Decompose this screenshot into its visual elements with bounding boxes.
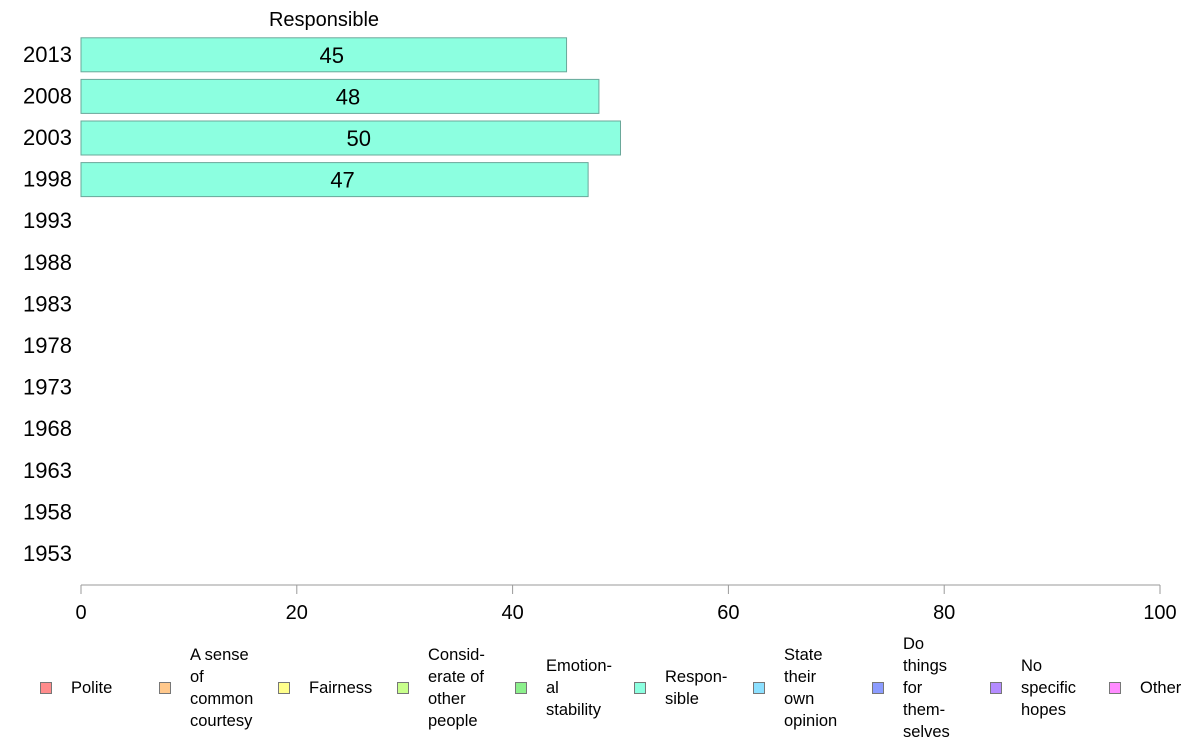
legend-item: Other [1109, 677, 1181, 699]
bar [80, 78, 600, 114]
bar-chart: Responsible 45 48 50 47 2013 2008 2003 1998 199… [23, 9, 1177, 624]
y-tick-label: 1978 [23, 333, 72, 358]
y-tick-label: 2003 [23, 125, 72, 150]
legend-item: Polite [40, 677, 112, 699]
y-tick-label: 1993 [23, 208, 72, 233]
legend-label: No specific hopes [1021, 657, 1077, 719]
y-tick-label: 2008 [23, 83, 72, 108]
legend-label: State their own opinion [784, 646, 838, 730]
bar [80, 37, 568, 73]
y-tick-label: 1953 [23, 541, 72, 566]
legend-item: Fairness [278, 677, 372, 699]
legend-item: No specific hopes [990, 655, 1076, 721]
legend-item: State their own opinion [753, 644, 837, 732]
y-tick-label: 1958 [23, 499, 72, 524]
legend-label: Do things for them- selves [903, 635, 950, 741]
legend-swatch [515, 682, 527, 694]
y-tick-label: 2013 [23, 42, 72, 67]
legend-label: Fairness [309, 679, 373, 697]
x-tick-label: 40 [501, 602, 523, 624]
chart-title: Responsible [269, 9, 379, 31]
bar-data-label: 45 [320, 43, 344, 68]
bar-data-label: 50 [347, 126, 371, 151]
legend-item: Consid- erate of other people [397, 644, 485, 732]
legend-item: Do things for them- selves [872, 633, 950, 743]
y-tick-label: 1963 [23, 458, 72, 483]
legend-swatch [753, 682, 765, 694]
x-tick-label: 100 [1143, 602, 1176, 624]
legend-swatch [634, 682, 646, 694]
legend-swatch [872, 682, 884, 694]
legend-swatch [397, 682, 409, 694]
legend-swatch [159, 682, 171, 694]
x-tick-label: 60 [717, 602, 739, 624]
y-tick-label: 1998 [23, 167, 72, 192]
y-tick-label: 1968 [23, 416, 72, 441]
y-tick-label: 1988 [23, 250, 72, 275]
legend-item: Respon- sible [634, 666, 727, 710]
x-tick-label: 20 [286, 602, 308, 624]
x-tick-label: 0 [75, 602, 86, 624]
x-tick-label: 80 [933, 602, 955, 624]
legend-item: Emotion- al stability [515, 655, 612, 721]
y-tick-label: 1983 [23, 291, 72, 316]
legend-swatch [278, 682, 290, 694]
bar [80, 162, 589, 198]
bar-data-label: 48 [336, 84, 360, 109]
legend-label: Consid- erate of other people [428, 646, 485, 730]
legend-swatch [40, 682, 52, 694]
x-axis: 0 20 40 60 80 100 [75, 584, 1177, 624]
legend-label: Respon- sible [665, 668, 728, 708]
bar [80, 120, 621, 156]
legend-item: A sense of common courtesy [159, 644, 253, 732]
legend-label: Polite [71, 679, 113, 697]
y-tick-label: 1973 [23, 375, 72, 400]
legend-label: Other [1140, 679, 1182, 697]
y-axis-labels: 2013 2008 2003 1998 1993 1988 1983 1978 1973 1968… [23, 42, 72, 566]
legend-swatch [990, 682, 1002, 694]
bars-group: 45 48 50 47 [80, 37, 621, 198]
legend-label: Emotion- al stability [546, 657, 613, 719]
legend-label: A sense of common courtesy [190, 646, 254, 730]
bar-data-label: 47 [330, 168, 354, 193]
legend-swatch [1109, 682, 1121, 694]
